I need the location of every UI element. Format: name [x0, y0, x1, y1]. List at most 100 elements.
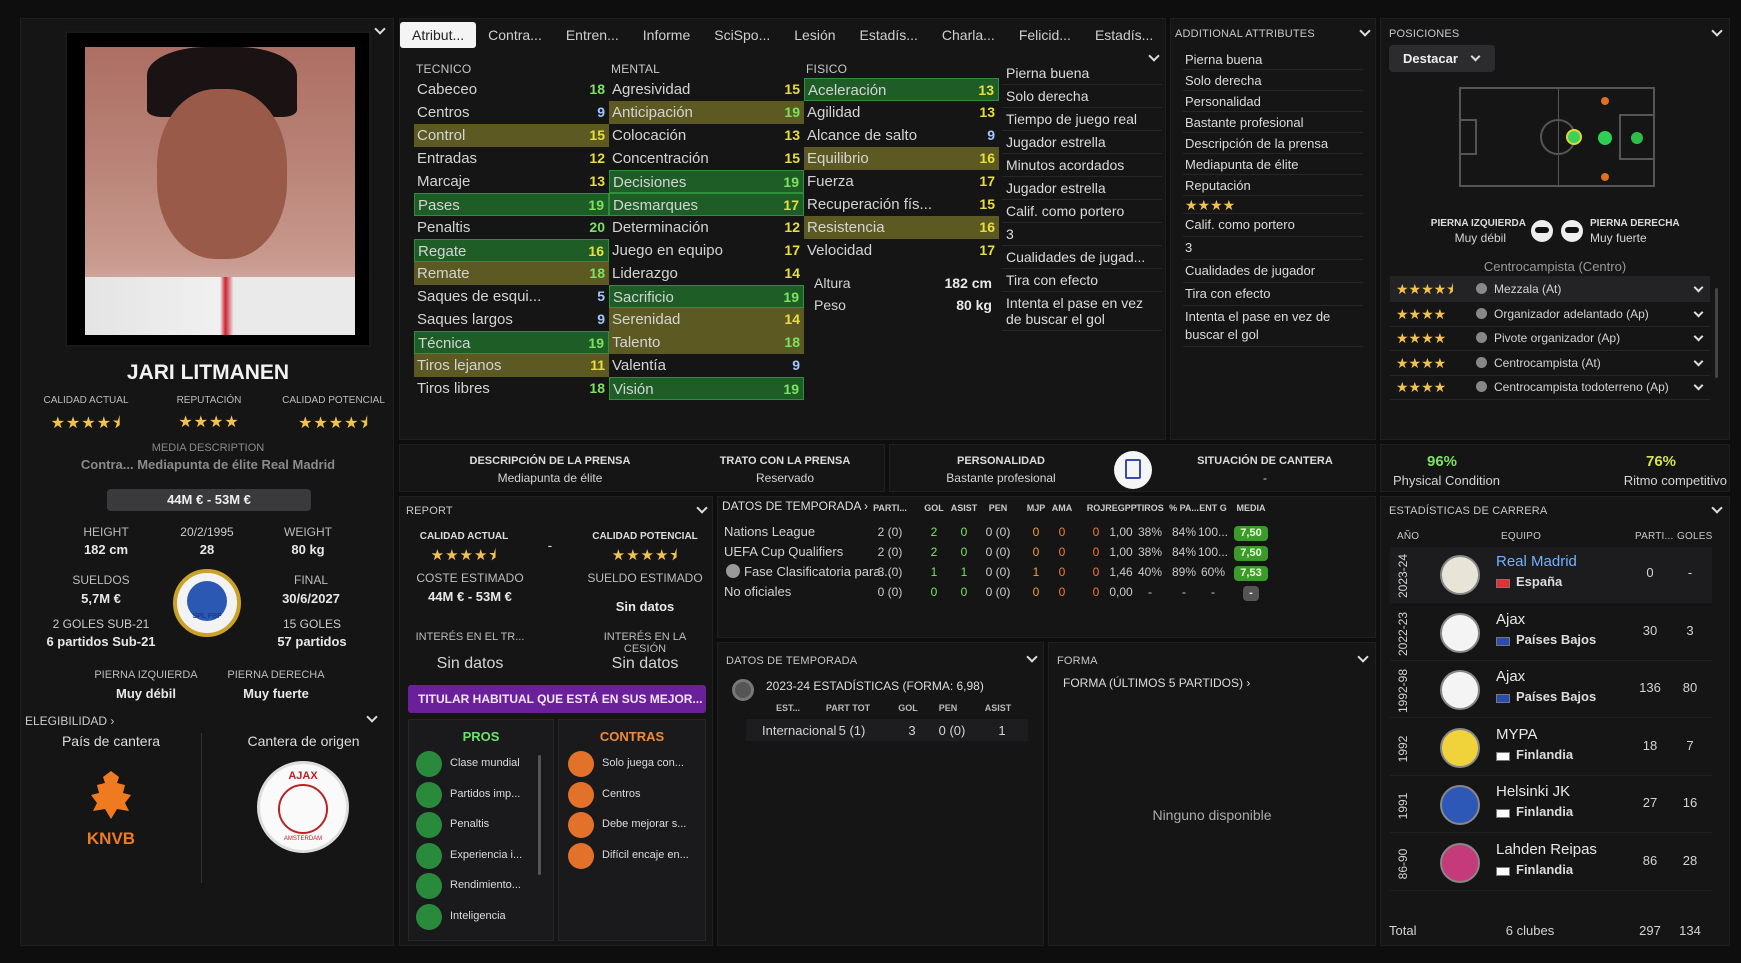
- season-data-row-item[interactable]: [746, 719, 1028, 741]
- attribute-row[interactable]: Agresividad 15: [609, 78, 804, 101]
- attribute-row[interactable]: Liderazgo 14: [609, 262, 804, 285]
- tab-3[interactable]: Informe: [642, 27, 691, 43]
- attribute-row[interactable]: Técnica 19: [414, 331, 609, 354]
- role-row[interactable]: ★★★★ Centrocampista (At): [1390, 350, 1710, 376]
- profile-menu-chevron-icon[interactable]: [374, 23, 386, 35]
- career-team[interactable]: Ajax: [1496, 668, 1526, 685]
- attribute-row[interactable]: Tiros lejanos 11: [414, 354, 609, 377]
- career-team[interactable]: Lahden Reipas: [1496, 840, 1597, 858]
- role-chevron-icon[interactable]: [1693, 380, 1704, 391]
- tab-5[interactable]: Lesión: [794, 27, 836, 43]
- report-chevron-icon[interactable]: [696, 502, 708, 514]
- eligibility-chevron-icon[interactable]: [366, 711, 378, 723]
- attribute-row[interactable]: Equilibrio 16: [804, 147, 999, 170]
- additional-item: Pierna buena: [1183, 49, 1363, 70]
- attribute-row[interactable]: Talento 18: [609, 331, 804, 354]
- role-chevron-icon[interactable]: [1693, 307, 1704, 317]
- attribute-row[interactable]: Pases 19: [414, 193, 609, 216]
- season-competition: Fase Clasificatoria para...: [744, 564, 892, 579]
- rating-badge: 7,50: [1234, 546, 1268, 561]
- tab-8[interactable]: Felicid...: [1018, 27, 1071, 43]
- attribute-row[interactable]: Centros 9: [414, 101, 609, 124]
- additional-item: Tira con efecto: [1183, 283, 1363, 306]
- attribute-row[interactable]: Sacrificio 19: [609, 285, 804, 308]
- season-row[interactable]: No oficiales 0 (0) 0 0 0 (0) 0 0 0 0,00 - - - -: [718, 582, 1318, 602]
- attribute-row[interactable]: Resistencia 16: [804, 216, 999, 239]
- season-cell: 0: [1092, 545, 1100, 559]
- role-chevron-icon[interactable]: [1693, 356, 1704, 366]
- attribute-row[interactable]: Agilidad 13: [804, 101, 999, 124]
- tab-7[interactable]: Charla...: [941, 27, 995, 43]
- career-row[interactable]: 1991 Helsinki JK Finlandia 27 16: [1390, 777, 1712, 833]
- career-chevron-icon[interactable]: [1711, 502, 1723, 514]
- additional-chevron-icon[interactable]: [1359, 25, 1371, 37]
- career-row[interactable]: 2023-24 Real Madrid España 0 -: [1390, 547, 1712, 603]
- nation-flag-icon: [1496, 579, 1510, 588]
- career-row[interactable]: 86-90 Lahden Reipas Finlandia 86 28: [1390, 835, 1712, 891]
- attribute-row[interactable]: Serenidad 14: [609, 308, 804, 331]
- tab-9[interactable]: Estadís...: [1094, 27, 1154, 43]
- attribute-row[interactable]: Desmarques 17: [609, 193, 804, 216]
- attribute-row[interactable]: Tiros libres 18: [414, 377, 609, 400]
- season-data-chevron-icon[interactable]: [1026, 651, 1038, 663]
- attribute-row[interactable]: Fuerza 17: [804, 170, 999, 193]
- attribute-row[interactable]: Decisiones 19: [609, 170, 804, 193]
- career-team[interactable]: Ajax: [1496, 610, 1526, 628]
- tab-6[interactable]: Estadís...: [859, 27, 918, 43]
- attribute-row[interactable]: Cabeceo 18: [414, 78, 609, 101]
- season-row[interactable]: Nations League 2 (0) 2 0 0 (0) 0 0 0 1,00 38% 84% 1…: [718, 522, 1318, 542]
- attribute-row[interactable]: Regate 16: [414, 239, 609, 262]
- highlight-dropdown[interactable]: Destacar: [1389, 45, 1495, 72]
- attribute-row[interactable]: Valentía 9: [609, 354, 804, 377]
- attribute-value: 14: [784, 311, 800, 327]
- career-row[interactable]: 1992-98 Ajax Países Bajos 136 80: [1390, 662, 1712, 718]
- tab-1[interactable]: Contra...: [488, 27, 542, 43]
- attribute-row[interactable]: Marcaje 13: [414, 170, 609, 193]
- pros-scrollbar[interactable]: [538, 755, 541, 875]
- attribute-row[interactable]: Penaltis 20: [414, 216, 609, 239]
- attribute-row[interactable]: Concentración 15: [609, 147, 804, 170]
- career-team[interactable]: Helsinki JK: [1496, 783, 1571, 800]
- physical-condition-value: 96%: [1427, 453, 1458, 470]
- role-row[interactable]: ★★★★ Pivote organizador (Ap): [1390, 325, 1710, 351]
- attribute-row[interactable]: Juego en equipo 17: [609, 239, 804, 262]
- attribute-row[interactable]: Control 15: [414, 124, 609, 147]
- role-row[interactable]: ★★★★ Centrocampista todoterreno (Ap): [1390, 374, 1710, 400]
- season-settings-icon[interactable]: [732, 679, 754, 701]
- form-subtitle-link[interactable]: FORMA (ÚLTIMOS 5 PARTIDOS) ›: [1063, 676, 1251, 690]
- attribute-row[interactable]: Saques largos 9: [414, 308, 609, 331]
- attribute-row[interactable]: Determinación 12: [609, 216, 804, 239]
- season-data-cell: 0 (0): [938, 723, 966, 738]
- attribute-row[interactable]: Visión 19: [609, 377, 804, 400]
- attribute-row[interactable]: Alcance de salto 9: [804, 124, 999, 147]
- attribute-value: 17: [979, 242, 995, 258]
- career-row[interactable]: 1992 MYPA Finlandia 18 7: [1390, 720, 1712, 776]
- attribute-row[interactable]: Saques de esqui... 5: [414, 285, 609, 308]
- eligibility-link[interactable]: ELEGIBILIDAD ›: [25, 714, 115, 728]
- positions-chevron-icon[interactable]: [1711, 25, 1723, 37]
- tab-2[interactable]: Entren...: [565, 27, 619, 43]
- attribute-row[interactable]: Aceleración 13: [804, 78, 999, 101]
- attribute-row[interactable]: Colocación 13: [609, 124, 804, 147]
- role-row[interactable]: ★★★★ Organizador adelantado (Ap): [1390, 301, 1710, 327]
- season-row[interactable]: Fase Clasificatoria para... 3 (0) 1 1 0 (0) 1…: [718, 562, 1318, 582]
- attribute-row[interactable]: Entradas 12: [414, 147, 609, 170]
- roles-scrollbar[interactable]: [1715, 288, 1718, 378]
- career-team[interactable]: Real Madrid: [1496, 553, 1577, 570]
- season-cell: 7,53: [1231, 565, 1271, 581]
- season-stats-title-link[interactable]: DATOS DE TEMPORADA ›: [722, 499, 869, 513]
- tab-0[interactable]: Atribut...: [400, 22, 477, 48]
- attribute-row[interactable]: Recuperación fís... 15: [804, 193, 999, 216]
- attribute-row[interactable]: Anticipación 19: [609, 101, 804, 124]
- role-row[interactable]: ★★★★⯨ Mezzala (At): [1390, 276, 1710, 302]
- role-chevron-icon[interactable]: [1693, 331, 1704, 342]
- career-row[interactable]: 2022-23 Ajax Países Bajos 30 3: [1390, 605, 1712, 661]
- career-team[interactable]: MYPA: [1496, 725, 1538, 743]
- season-row[interactable]: UEFA Cup Qualifiers 2 (0) 2 0 0 (0) 0 0 0 1,00 38…: [718, 542, 1318, 562]
- tab-4[interactable]: SciSpo...: [714, 27, 771, 43]
- attribute-row[interactable]: Velocidad 17: [804, 239, 999, 262]
- role-chevron-icon[interactable]: [1693, 282, 1704, 293]
- knvb-text: KNVB: [86, 829, 136, 848]
- attribute-row[interactable]: Remate 18: [414, 262, 609, 285]
- form-chevron-icon[interactable]: [1357, 651, 1369, 663]
